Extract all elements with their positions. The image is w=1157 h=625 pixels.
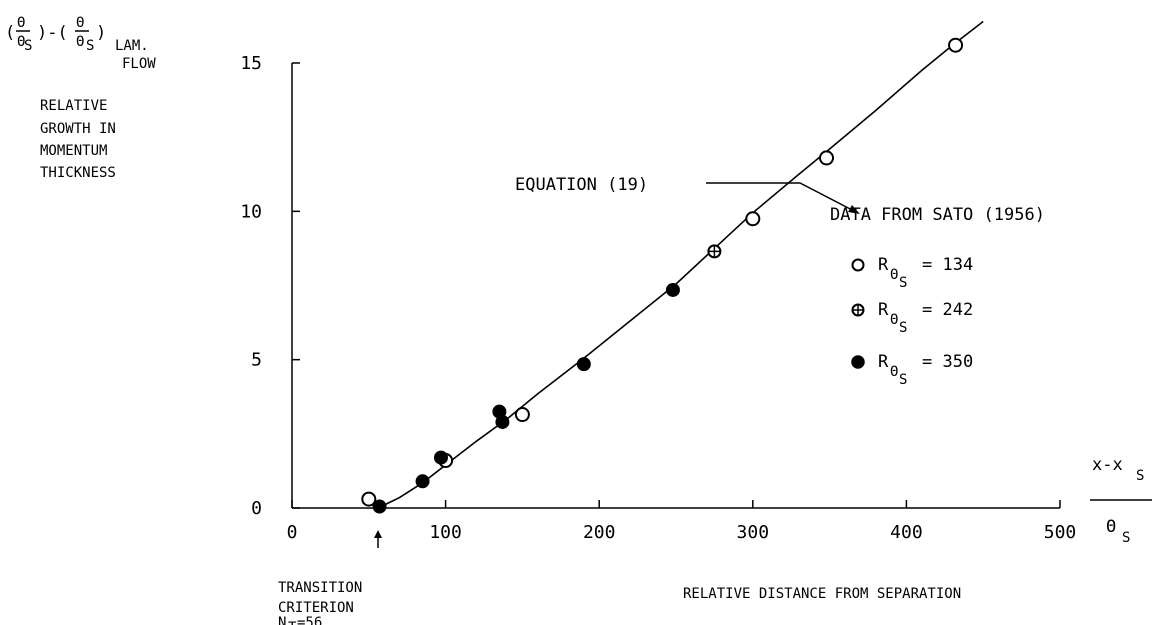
xformula-denominator: Θ [1106, 517, 1116, 537]
legend-s-1: S [899, 275, 907, 291]
point-open-circle [361, 491, 377, 507]
point-filled-circle [372, 499, 387, 514]
xformula-denominator-sub: S [1122, 530, 1130, 546]
data-points [361, 37, 964, 514]
formula-lam: LAM. [115, 38, 149, 54]
legend: DATA FROM SATO (1956) R Θ S = 134 R Θ S … [830, 205, 1045, 388]
transition-annotation: TRANSITION CRITERION N T =56 [278, 530, 383, 625]
ylabel-line-4: THICKNESS [40, 165, 116, 181]
x-tick-label: 200 [583, 522, 616, 543]
legend-theta-3: Θ [890, 364, 898, 380]
equation-annotation: EQUATION (19) [515, 175, 860, 214]
point-filled-circle [433, 450, 448, 465]
formula-theta-2: Θ [17, 34, 25, 50]
xformula-numerator-sub: S [1136, 468, 1144, 484]
legend-s-3: S [899, 372, 907, 388]
point-open-circle [514, 407, 530, 423]
legend-s-2: S [899, 320, 907, 336]
equation-label: EQUATION (19) [515, 175, 648, 195]
formula-paren-close: ) [96, 23, 106, 43]
legend-open-circle-marker [851, 258, 865, 272]
point-filled-circle [576, 357, 591, 372]
legend-theta-1: Θ [890, 267, 898, 283]
x-tick-label: 0 [287, 522, 298, 543]
legend-item-134: R Θ S = 134 [851, 255, 973, 291]
x-tick-label: 500 [1044, 522, 1077, 543]
legend-r-1: R [878, 255, 889, 275]
transition-nt-value: =56 [297, 615, 322, 625]
x-axis-formula: x-x S Θ S [1090, 455, 1152, 546]
legend-title: DATA FROM SATO (1956) [830, 205, 1045, 225]
x-tick-label: 400 [890, 522, 923, 543]
legend-r-2: R [878, 300, 889, 320]
x-tick-label: 300 [737, 522, 770, 543]
equation-leader-line [706, 182, 857, 213]
equation-arrowhead [848, 205, 860, 214]
point-open-circle [819, 150, 835, 166]
legend-r-3: R [878, 352, 889, 372]
y-tick-label: 15 [240, 53, 262, 74]
equation-19-line [377, 20, 984, 509]
formula-flow: FLOW [122, 56, 156, 72]
legend-item-350: R Θ S = 350 [851, 352, 973, 388]
formula-sub-s-2: S [86, 38, 94, 54]
y-axis-formula: ( Θ Θ S )-( Θ Θ S ) LAM. FLOW [5, 15, 156, 72]
axes: 0 100 200 300 400 500 0 5 10 15 [240, 53, 1076, 543]
equation-curve [377, 20, 984, 509]
y-tick-label: 5 [251, 350, 262, 371]
legend-item-242: R Θ S = 242 [851, 300, 973, 336]
ylabel-line-2: GROWTH IN [40, 121, 116, 137]
y-tick-label: 0 [251, 498, 262, 519]
formula-sub-s-1: S [24, 38, 32, 54]
transition-line-1: TRANSITION [278, 580, 362, 596]
transition-nt-prefix: N [278, 615, 286, 625]
x-axis-label: RELATIVE DISTANCE FROM SEPARATION [683, 586, 961, 602]
y-axis-label: RELATIVE GROWTH IN MOMENTUM THICKNESS [40, 98, 116, 181]
formula-paren-open: ( [5, 23, 15, 43]
point-open-circle [745, 211, 761, 227]
formula-theta-4: Θ [76, 34, 84, 50]
ylabel-line-3: MOMENTUM [40, 143, 107, 159]
x-tick-label: 100 [429, 522, 462, 543]
transition-line-2: CRITERION [278, 600, 354, 616]
point-filled-circle [415, 474, 430, 489]
xformula-numerator: x-x [1092, 455, 1123, 475]
legend-value-1: = 134 [922, 255, 973, 275]
point-open-circle [948, 37, 964, 53]
transition-arrowhead [374, 530, 383, 538]
formula-theta-3: Θ [76, 15, 84, 31]
legend-value-3: = 350 [922, 352, 973, 372]
legend-theta-2: Θ [890, 312, 898, 328]
point-crossed-circle [707, 244, 722, 259]
transition-nt-sub: T [288, 620, 297, 625]
legend-filled-circle-marker [851, 355, 865, 369]
formula-theta-1: Θ [17, 15, 25, 31]
y-tick-label: 10 [240, 201, 262, 222]
legend-value-2: = 242 [922, 300, 973, 320]
point-filled-circle [665, 282, 680, 297]
formula-minus: )-( [37, 23, 68, 43]
ylabel-line-1: RELATIVE [40, 98, 107, 114]
point-filled-circle [495, 414, 510, 429]
